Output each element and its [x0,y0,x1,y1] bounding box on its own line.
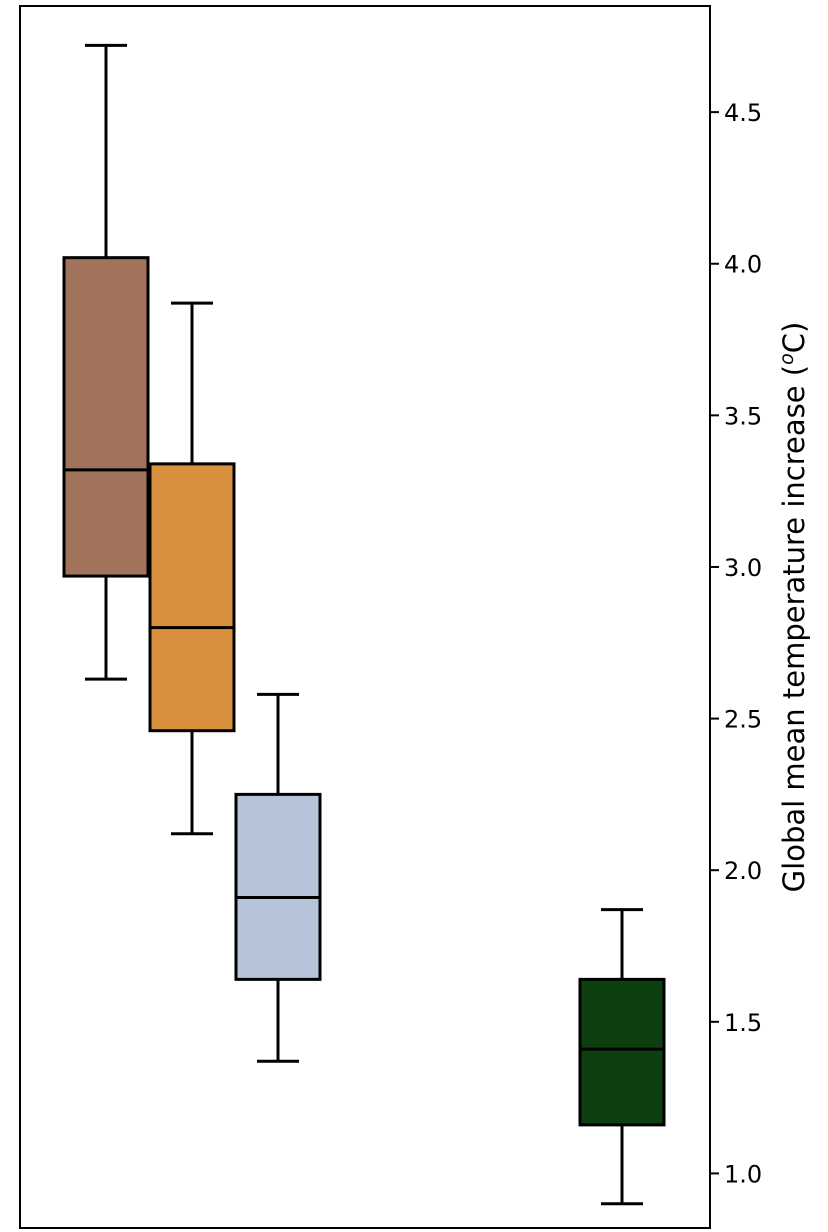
box-group-3 [234,692,322,1063]
box-group-2 [148,301,236,836]
y-axis-label-superscript: o [776,353,798,365]
y-tick-label: 3.0 [724,554,762,582]
box-iqr [148,462,236,733]
y-axis: 1.0 1.5 2.0 2.5 3.0 3.5 4.0 4.5 [710,99,762,1188]
box-iqr [234,792,322,981]
plot-frame [19,5,711,1229]
y-tick-label: 1.0 [724,1160,762,1188]
box-iqr [62,256,150,578]
y-axis-label: Global mean temperature increase (oC) [776,322,811,893]
box-group-4 [578,908,666,1206]
boxes-layer [62,43,666,1206]
y-tick-label: 2.0 [724,857,762,885]
box-group-1 [62,43,150,681]
y-axis-label-unit: C) [777,322,811,354]
y-tick-label: 4.5 [724,99,762,127]
box-iqr [578,977,666,1127]
y-tick-label: 2.5 [724,706,762,734]
y-tick-label: 4.0 [724,251,762,279]
y-tick-label: 3.5 [724,402,762,430]
y-tick-label: 1.5 [724,1009,762,1037]
y-axis-label-text: Global mean temperature increase ( [777,365,811,892]
